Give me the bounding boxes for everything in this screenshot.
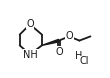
Text: Cl: Cl [80, 56, 89, 66]
Text: O: O [55, 47, 63, 57]
Polygon shape [42, 39, 60, 45]
Text: H: H [75, 51, 82, 61]
Text: O: O [26, 19, 34, 29]
Text: NH: NH [23, 50, 38, 60]
Text: O: O [65, 31, 73, 41]
